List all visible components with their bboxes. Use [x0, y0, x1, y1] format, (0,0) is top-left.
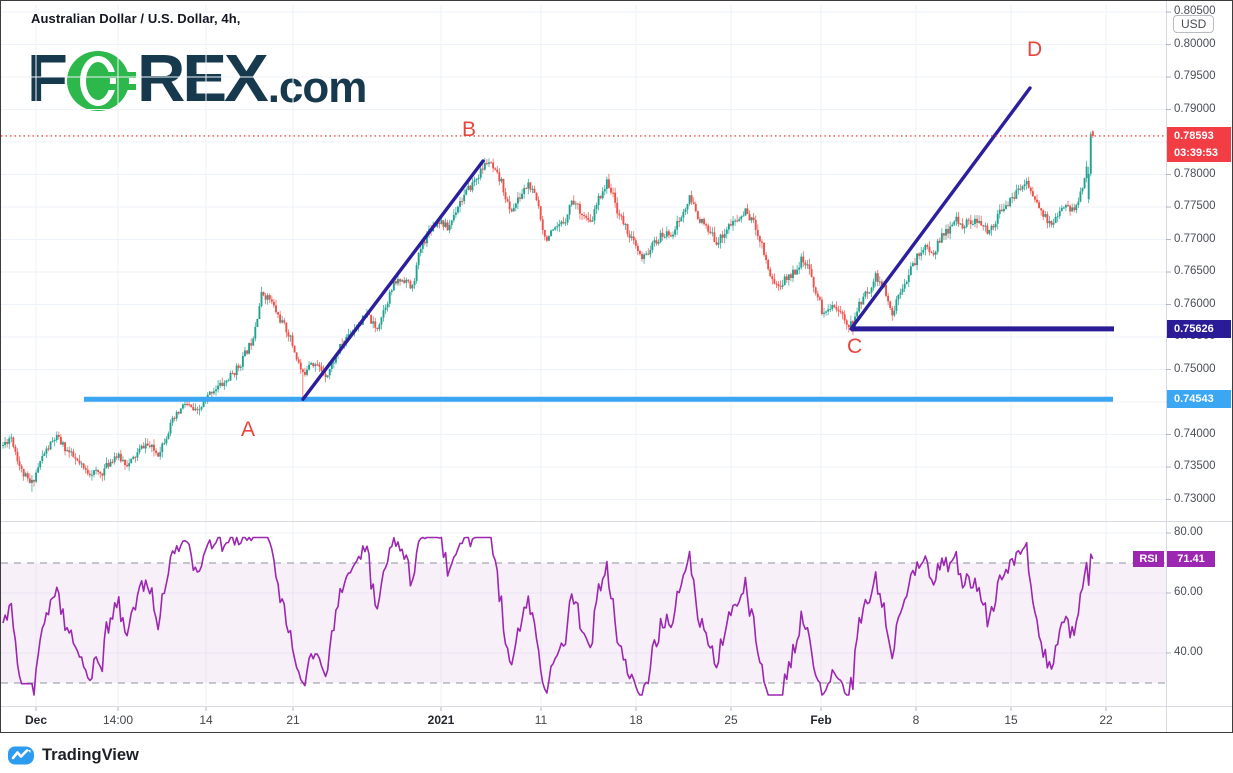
- price-axis-label: 0.80000: [1174, 37, 1216, 50]
- pattern-label-D[interactable]: D: [1027, 38, 1043, 61]
- time-axis-label-Dec: Dec: [24, 713, 47, 727]
- rsi-axis-label: 40.00: [1174, 646, 1203, 658]
- time-axis-label-18: 18: [629, 713, 643, 727]
- time-axis-label-25: 25: [724, 713, 738, 727]
- time-axis-label-2021: 2021: [427, 713, 455, 727]
- line-C-D[interactable]: [849, 86, 1032, 331]
- pattern-label-B[interactable]: B: [462, 118, 477, 141]
- chart-plot-area[interactable]: [1, 1, 1232, 732]
- rsi-band: [1, 563, 1166, 684]
- pattern-label-A[interactable]: A: [241, 418, 256, 441]
- forex-watermark: F REX .com: [27, 41, 368, 116]
- time-axis-label-22: 22: [1099, 713, 1113, 727]
- time-axis-label-15: 15: [1004, 713, 1018, 727]
- time-axis-label-14:00: 14:00: [102, 713, 134, 727]
- price-axis-label: 0.73000: [1174, 492, 1216, 505]
- price-axis-label: 0.80500: [1174, 5, 1216, 18]
- current-price-badge: 0.78593: [1167, 126, 1231, 145]
- price-axis-label: 0.77500: [1174, 200, 1216, 213]
- price-axis-label: 0.78000: [1174, 167, 1216, 180]
- forex-logo-rex: REX: [136, 41, 269, 116]
- price-axis[interactable]: USD 0.805000.800000.795000.790000.785000…: [1167, 1, 1232, 732]
- level-badge-blue: 0.74543: [1167, 390, 1231, 409]
- time-axis-label-8: 8: [912, 713, 920, 727]
- rsi-value-badge: 71.41: [1167, 550, 1215, 567]
- line-A-B[interactable]: [301, 159, 485, 401]
- price-axis-label: 0.79000: [1174, 102, 1216, 115]
- price-axis-label: 0.76500: [1174, 265, 1216, 278]
- price-axis-label: 0.76000: [1174, 297, 1216, 310]
- level-badge-navy: 0.75626: [1167, 319, 1231, 338]
- pattern-label-C[interactable]: C: [847, 335, 863, 358]
- tradingview-attribution[interactable]: TradingView: [8, 742, 139, 768]
- time-axis-label-Feb: Feb: [810, 713, 832, 727]
- time-axis[interactable]: Dec 14:00 14 21 2021 11 18 25 Feb 8 15 22: [1, 707, 1166, 732]
- rsi-axis-label: 60.00: [1174, 586, 1203, 598]
- currency-badge[interactable]: USD: [1173, 15, 1215, 33]
- price-axis-label: 0.74000: [1174, 427, 1216, 440]
- price-axis-label: 0.77000: [1174, 232, 1216, 245]
- trading-chart[interactable]: F REX .com Australian Dollar / U.S. Doll…: [0, 0, 1233, 733]
- price-axis-label: 0.75000: [1174, 362, 1216, 375]
- price-axis-label: 0.79500: [1174, 70, 1216, 83]
- time-axis-label-14: 14: [199, 713, 213, 727]
- symbol-title[interactable]: Australian Dollar / U.S. Dollar, 4h,: [31, 11, 241, 26]
- gridlines: [1, 5, 1166, 706]
- time-axis-label-21: 21: [286, 713, 300, 727]
- price-axis-label: 0.73500: [1174, 460, 1216, 473]
- rsi-label-badge: RSI: [1133, 550, 1164, 567]
- forex-logo-f: F: [27, 41, 68, 116]
- tradingview-logo-icon: [8, 746, 34, 764]
- forex-logo-dotcom: .com: [267, 62, 368, 112]
- tradingview-logo-text: TradingView: [42, 745, 139, 764]
- time-axis-label-11: 11: [534, 713, 548, 727]
- rsi-axis-label: 80.00: [1174, 526, 1203, 538]
- candlestick-series[interactable]: [2, 130, 1094, 492]
- rsi-line[interactable]: [2, 536, 1094, 696]
- countdown-badge: 03:39:53: [1167, 143, 1231, 162]
